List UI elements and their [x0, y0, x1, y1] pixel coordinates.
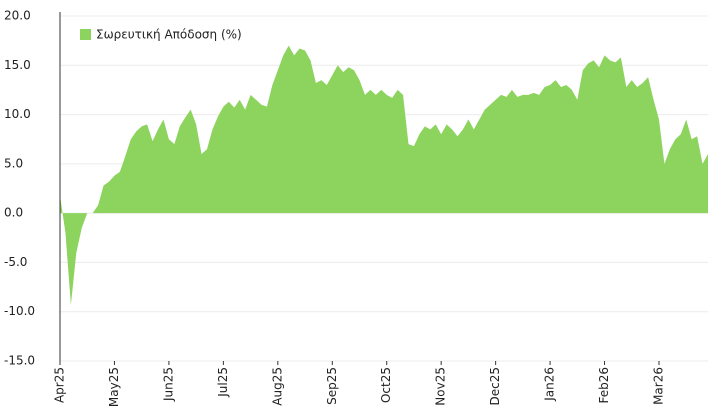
- x-tick-label: Apr25: [53, 367, 67, 403]
- x-tick-label: Sep25: [325, 367, 339, 405]
- y-tick-label: -10.0: [4, 304, 35, 318]
- area: [60, 45, 708, 305]
- x-tick-label: May25: [107, 367, 121, 407]
- y-tick-label: 0.0: [4, 206, 23, 220]
- x-tick-label: Aug25: [270, 367, 284, 406]
- y-tick-label: 10.0: [4, 107, 31, 121]
- legend-label: Σωρευτική Απόδοση (%): [96, 28, 242, 42]
- x-tick-label: Feb26: [597, 367, 611, 404]
- x-tick-label: Mar26: [651, 367, 665, 405]
- x-tick-label: Jul25: [216, 367, 230, 398]
- y-tick-label: 20.0: [4, 9, 31, 23]
- legend-swatch: [80, 29, 91, 40]
- y-tick-label: 15.0: [4, 58, 31, 72]
- x-tick-label: Oct25: [379, 367, 393, 403]
- x-tick-label: Nov25: [434, 367, 448, 406]
- x-tick-label: Dec25: [488, 367, 502, 406]
- y-tick-label: 5.0: [4, 156, 23, 170]
- x-tick-label: Jun25: [161, 367, 175, 402]
- y-tick-label: -5.0: [4, 255, 27, 269]
- y-tick-label: -15.0: [4, 354, 35, 368]
- x-tick-label: Jan26: [543, 367, 557, 402]
